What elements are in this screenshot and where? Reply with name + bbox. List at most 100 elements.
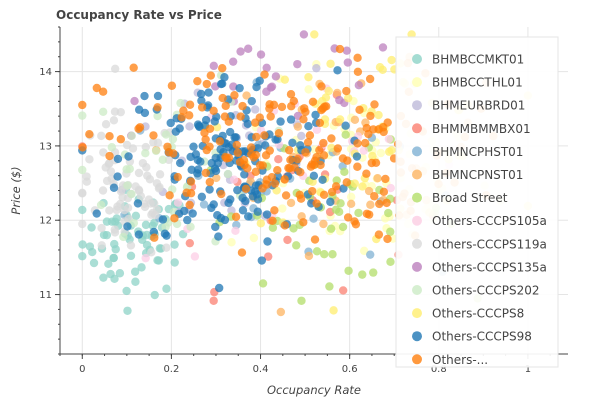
data-point [146,199,155,208]
data-point [379,187,389,197]
data-point [308,97,318,107]
legend-item[interactable]: Others-CCCPS105a [412,214,547,228]
data-point [243,119,252,128]
data-point [149,131,158,140]
data-point [286,115,296,124]
legend-item[interactable]: Others-CCCPS135a [412,260,547,274]
data-point [243,164,252,173]
data-point [211,166,221,176]
legend-item[interactable]: Broad Street [412,191,508,205]
data-point [353,53,362,63]
data-point [296,194,306,203]
data-point [175,158,185,168]
data-point [346,199,356,209]
data-point [364,210,374,219]
data-point [128,144,138,153]
data-point [318,175,327,185]
data-point [209,200,218,209]
data-point [253,207,262,216]
data-point [249,233,259,243]
legend[interactable]: BHMBCCMKT01 BHMBCCTHL01 BHMEURBRD01 BHMMBMM… [395,36,559,368]
data-point [378,65,387,74]
data-point [224,153,234,163]
data-point [188,209,197,218]
legend-item[interactable]: BHMEURBRD01 [412,99,525,113]
data-point [359,146,369,155]
data-point [322,102,331,111]
data-point [319,190,329,200]
data-point [78,165,87,175]
legend-item[interactable]: BHMNCPHST01 [412,145,523,159]
data-point [115,269,125,278]
data-point [274,129,284,138]
data-point [319,219,328,229]
legend-item[interactable]: BHMMBMMBX01 [412,122,531,136]
legend-item[interactable]: Others-CCCPS119a [412,237,547,251]
data-point [387,55,396,65]
data-point [85,130,94,139]
data-point [331,182,341,191]
data-point [262,210,272,219]
legend-item[interactable]: Others-... [412,353,488,367]
data-point [221,101,230,111]
data-point [307,186,317,196]
data-point [309,171,319,181]
legend-item[interactable]: Others-CCCPS8 [412,307,524,321]
data-point [339,184,348,193]
data-point [346,192,356,202]
data-point [160,229,170,238]
data-point [353,67,363,77]
data-point [136,191,146,201]
data-point [238,101,247,111]
legend-item[interactable]: Others-CCCPS202 [412,284,540,298]
legend-label: Others-CCCPS202 [432,284,540,298]
data-point [167,81,177,90]
data-point [155,170,165,179]
data-point [293,155,302,164]
data-point [264,252,273,261]
legend-item[interactable]: BHMNCPNST01 [412,168,523,182]
legend-item[interactable]: BHMBCCTHL01 [412,76,523,90]
data-point [126,241,136,250]
data-point [99,273,108,282]
legend-label: BHMBCCTHL01 [432,76,523,90]
data-point [268,216,277,225]
data-point [342,46,352,55]
data-point [273,165,282,175]
data-point [227,238,236,247]
y-tick-label: 11 [39,290,52,301]
chart-title: Occupancy Rate vs Price [56,8,222,22]
data-point [137,263,146,272]
data-point [379,123,388,132]
data-point [270,206,279,215]
legend-swatch [412,285,422,295]
data-point [206,71,216,80]
legend-swatch [412,77,422,88]
data-point [327,143,336,152]
data-point [312,125,322,134]
data-point [300,104,309,113]
data-point [110,217,120,227]
legend-item[interactable]: Others-CCCPS98 [412,330,532,344]
data-point [366,200,375,209]
data-point [299,218,308,227]
data-point [281,191,291,200]
data-point [127,189,136,199]
legend-swatch [412,169,422,180]
legend-label: Others-CCCPS135a [432,260,547,274]
legend-swatch [412,308,422,319]
legend-swatch [412,215,422,226]
data-point [266,112,275,121]
legend-swatch [412,261,422,272]
data-point [229,175,239,184]
data-point [370,192,379,201]
data-point [130,96,139,106]
legend-label: Others-... [432,353,488,367]
data-point [373,174,382,183]
legend-item[interactable]: BHMBCCMKT01 [412,53,524,67]
data-point [126,251,136,261]
data-point [170,258,179,267]
data-point [276,307,286,317]
data-point [152,179,162,188]
data-point [268,223,278,232]
